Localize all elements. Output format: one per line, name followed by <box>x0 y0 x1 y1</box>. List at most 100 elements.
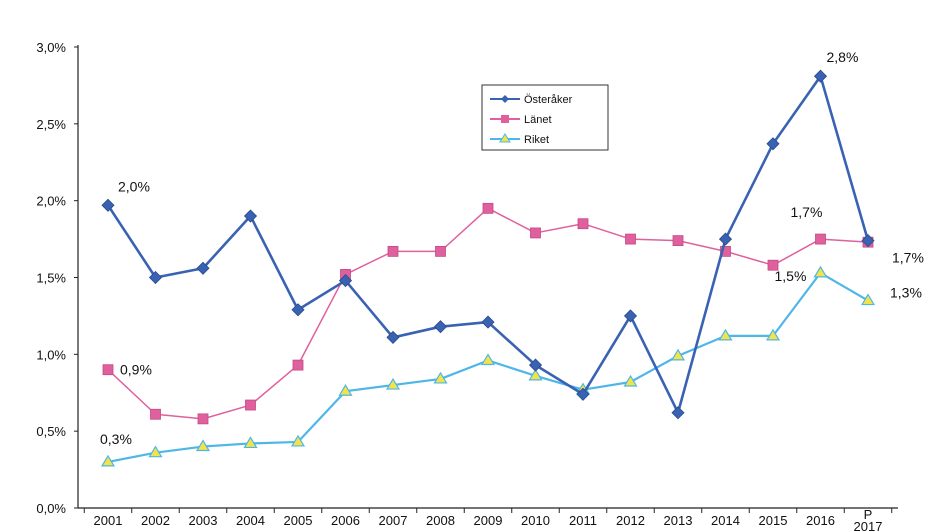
y-tick-label: 1,5% <box>36 271 66 286</box>
data-point <box>433 371 448 384</box>
data-label: 2,0% <box>118 178 150 194</box>
data-point <box>433 320 448 334</box>
legend-item: Riket <box>490 133 549 146</box>
data-point <box>291 303 305 317</box>
data-point <box>815 233 826 245</box>
data-point <box>577 218 589 230</box>
data-point <box>148 270 163 285</box>
x-tick-label: 2005 <box>284 513 313 528</box>
x-axis-ticks: 2001 2002 2003 2004 2005 2006 2007 2008 2009 2010… <box>83 507 893 532</box>
data-point <box>100 454 116 467</box>
y-tick-label: 3,0% <box>36 40 66 55</box>
legend-marker <box>501 95 509 103</box>
data-point <box>480 353 496 366</box>
y-axis-ticks: 0,0% 0,5% 1,0% 1,5% 2,0% 2,5% 3,0% <box>36 40 78 516</box>
data-point <box>101 198 115 212</box>
y-tick-label: 2,0% <box>36 194 66 209</box>
data-point <box>576 387 590 401</box>
data-point <box>767 259 779 271</box>
data-point <box>813 265 828 278</box>
series-line <box>107 207 869 420</box>
data-point <box>765 328 781 341</box>
data-point <box>720 245 731 257</box>
x-tick-label: 2010 <box>521 513 550 528</box>
legend-item: Österåker <box>490 94 573 106</box>
legend-label: Länet <box>524 114 552 126</box>
data-label: 1,7% <box>892 250 924 266</box>
y-tick-label: 2,5% <box>36 117 66 132</box>
data-point <box>195 439 211 452</box>
data-label: 1,5% <box>775 268 807 284</box>
x-tick-label: 2008 <box>426 513 455 528</box>
data-point <box>766 137 780 151</box>
data-labels: 2,0% 0,9% 0,3% 2,8% 1,7% 1,5% 1,7% 1,3% <box>100 49 924 447</box>
data-point <box>338 274 353 288</box>
data-point <box>243 209 258 223</box>
data-point <box>718 328 733 341</box>
x-tick-label: 2004 <box>236 513 265 528</box>
series-2 <box>100 265 876 467</box>
data-point <box>243 436 258 449</box>
legend-marker <box>501 115 509 123</box>
data-point <box>150 408 161 420</box>
data-point <box>387 245 399 257</box>
data-point <box>435 245 446 257</box>
data-label: 0,3% <box>100 431 132 447</box>
data-point <box>813 69 828 83</box>
x-tick-label: 2015 <box>759 513 788 528</box>
data-point <box>385 377 401 390</box>
legend-label: Österåker <box>524 94 573 106</box>
legend-marker <box>499 133 511 143</box>
x-tick-label: 2009 <box>474 513 503 528</box>
y-tick-label: 0,5% <box>36 424 66 439</box>
data-point <box>482 202 494 214</box>
x-tick-label: 2002 <box>141 513 170 528</box>
x-tick-label: 2017 <box>854 519 883 532</box>
data-point <box>528 368 543 381</box>
x-tick-label: 2003 <box>189 513 218 528</box>
data-point <box>672 235 684 247</box>
x-tick-label: 2011 <box>569 513 597 528</box>
x-tick-label: 2006 <box>331 513 360 528</box>
data-point <box>718 232 733 246</box>
data-point <box>197 413 209 425</box>
data-point <box>148 445 163 458</box>
x-tick-label: 2016 <box>806 513 835 528</box>
data-point <box>290 434 306 447</box>
data-label: 1,3% <box>890 285 922 301</box>
y-tick-label: 0,0% <box>36 501 66 516</box>
chart-legend: Österåker Länet Riket <box>481 84 609 151</box>
data-label: 0,9% <box>120 362 152 378</box>
data-point <box>481 315 495 329</box>
data-point <box>860 293 876 306</box>
series-line <box>107 271 869 463</box>
x-tick-label: 2012 <box>616 513 645 528</box>
x-tick-label: P <box>864 507 873 522</box>
series-0 <box>101 69 875 420</box>
legend-item: Länet <box>490 114 552 126</box>
data-point <box>528 358 543 372</box>
data-point <box>861 234 875 248</box>
data-point <box>386 330 400 344</box>
data-point <box>338 384 353 396</box>
data-point <box>623 309 638 323</box>
data-point <box>292 359 304 371</box>
x-tick-label: 2014 <box>711 513 740 528</box>
x-tick-label: 2001 <box>94 513 123 528</box>
series-1 <box>102 202 874 425</box>
data-point <box>625 233 636 245</box>
data-point <box>623 374 638 387</box>
x-tick-label: 2007 <box>379 513 408 528</box>
data-point <box>671 406 685 420</box>
data-point <box>102 364 114 376</box>
chart-series <box>100 69 876 467</box>
data-point <box>196 261 210 275</box>
x-tick-label: 2013 <box>664 513 693 528</box>
y-tick-label: 1,0% <box>36 347 66 362</box>
data-point <box>670 348 686 361</box>
data-label: 2,8% <box>827 49 859 65</box>
legend-label: Riket <box>524 134 549 146</box>
data-point <box>530 227 541 239</box>
data-point <box>245 399 256 411</box>
